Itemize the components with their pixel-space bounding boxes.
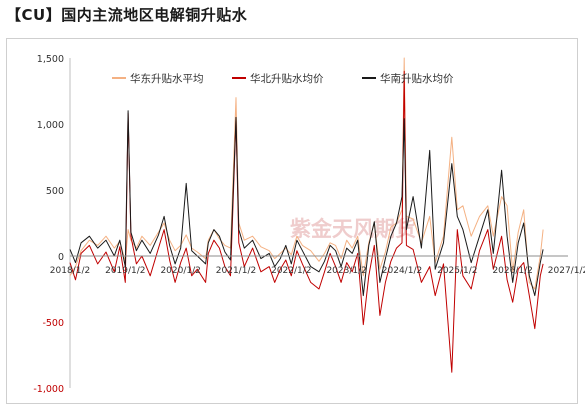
series-line-2 xyxy=(69,110,544,297)
x-tick-label-1: 2019/1/2 xyxy=(105,266,145,276)
x-tick-label-8: 2026/1/2 xyxy=(492,266,532,276)
x-tick-label-6: 2024/1/2 xyxy=(382,266,422,276)
x-tick-label-7: 2025/1/2 xyxy=(437,266,477,276)
x-tick-label-5: 2023/1/2 xyxy=(326,266,366,276)
y-tick-label-2: 500 xyxy=(46,186,64,197)
chart-frame xyxy=(6,38,578,404)
legend-label-0: 华东升贴水平均 xyxy=(130,72,204,85)
legend-label-1: 华北升贴水均价 xyxy=(250,72,324,85)
x-tick-label-3: 2021/1/2 xyxy=(216,266,256,276)
watermark: 紫金天风期货 xyxy=(290,217,416,241)
legend-label-2: 华南升贴水均价 xyxy=(380,72,454,85)
x-tick-label-2: 2020/1/2 xyxy=(160,266,200,276)
chart-title: 【CU】国内主流地区电解铜升贴水 xyxy=(6,6,248,24)
y-tick-label-5: -1,000 xyxy=(33,384,64,395)
x-tick-label-0: 2018/1/2 xyxy=(50,266,90,276)
y-tick-label-0: 1,500 xyxy=(37,54,64,65)
series-line-0 xyxy=(69,57,544,290)
y-tick-label-1: 1,000 xyxy=(37,120,64,131)
x-tick-label-9: 2027/1/2 xyxy=(548,266,585,276)
series-line-1 xyxy=(69,70,544,373)
x-tick-label-4: 2022/1/2 xyxy=(271,266,311,276)
y-tick-label-3: 0 xyxy=(58,252,64,263)
y-tick-label-4: -500 xyxy=(42,318,64,329)
